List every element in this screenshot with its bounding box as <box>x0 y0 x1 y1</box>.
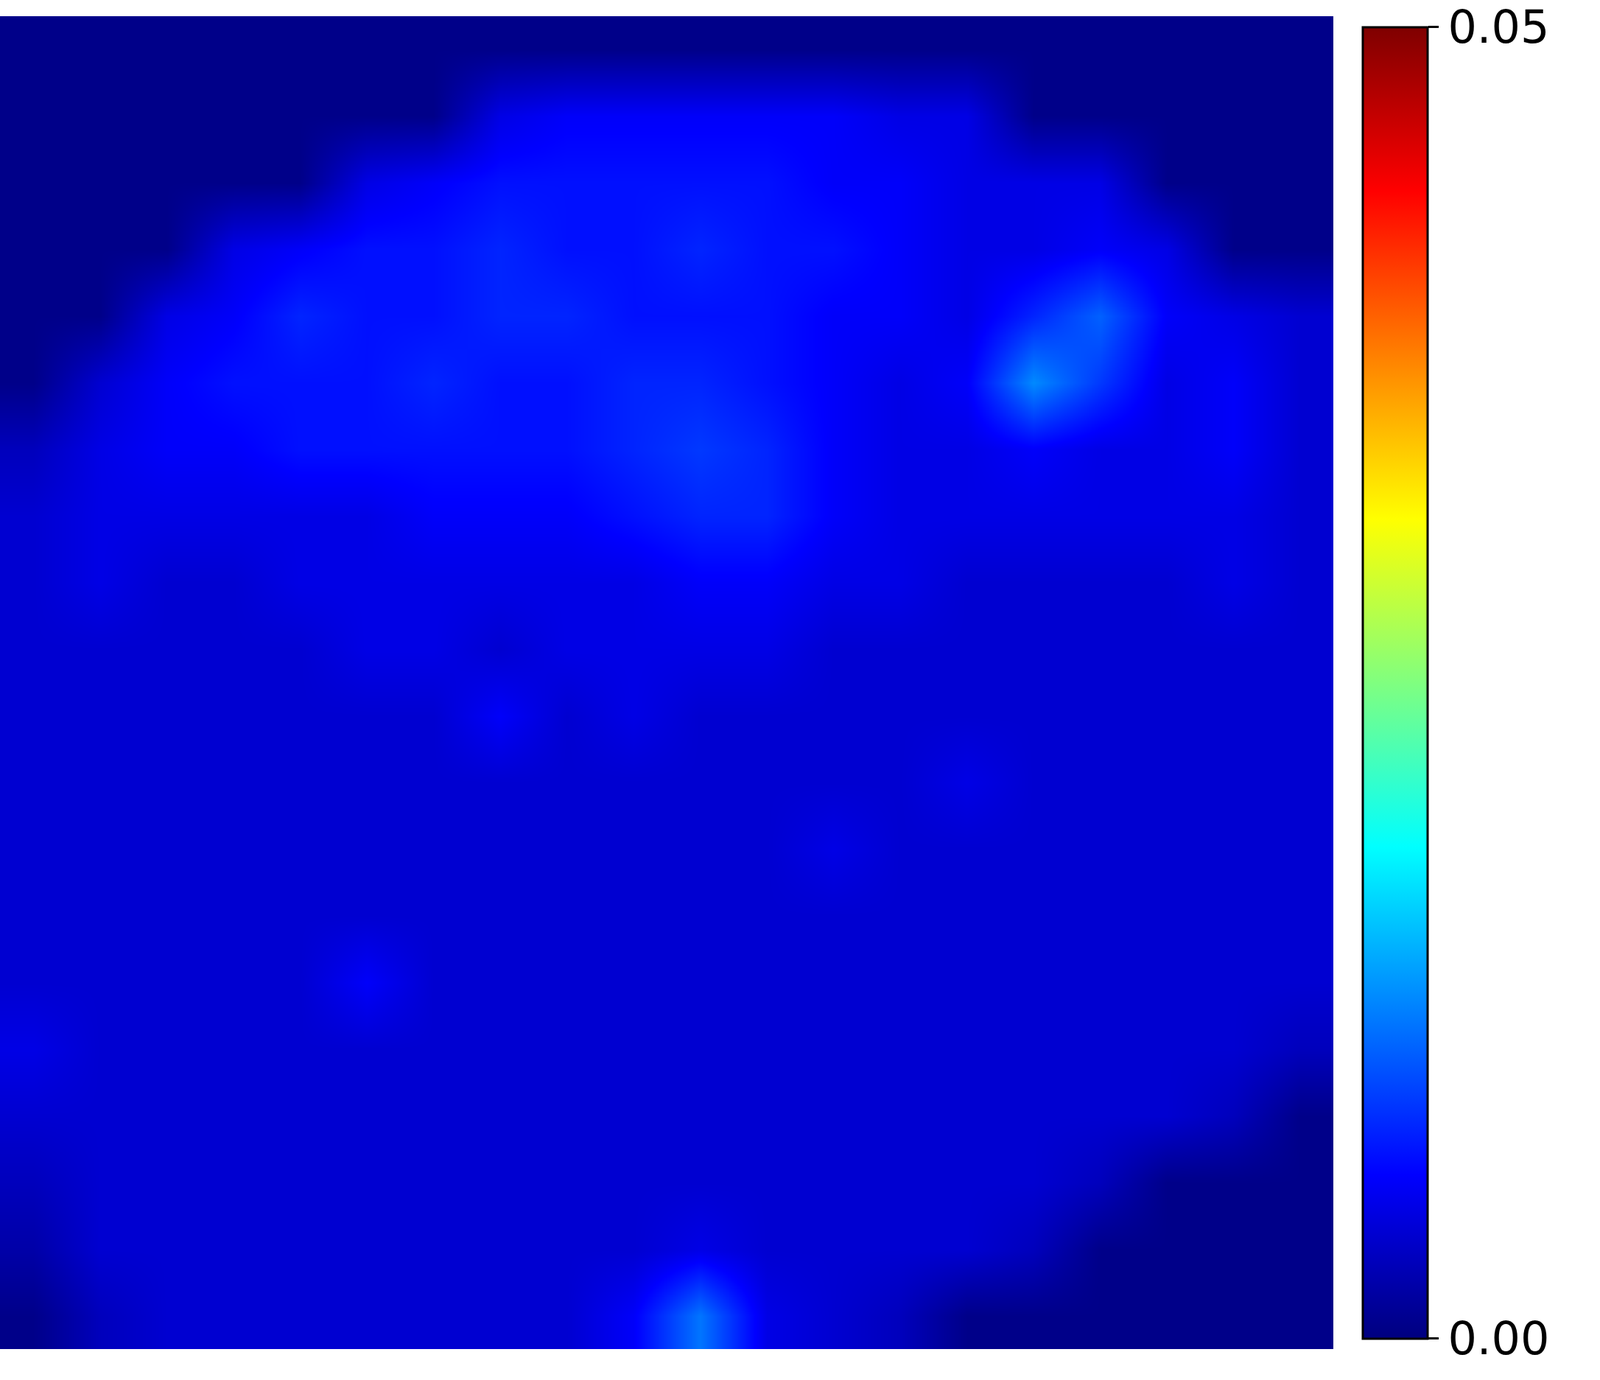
svg-text:0.00: 0.00 <box>1447 1311 1550 1366</box>
svg-text:0.05: 0.05 <box>1447 0 1550 54</box>
